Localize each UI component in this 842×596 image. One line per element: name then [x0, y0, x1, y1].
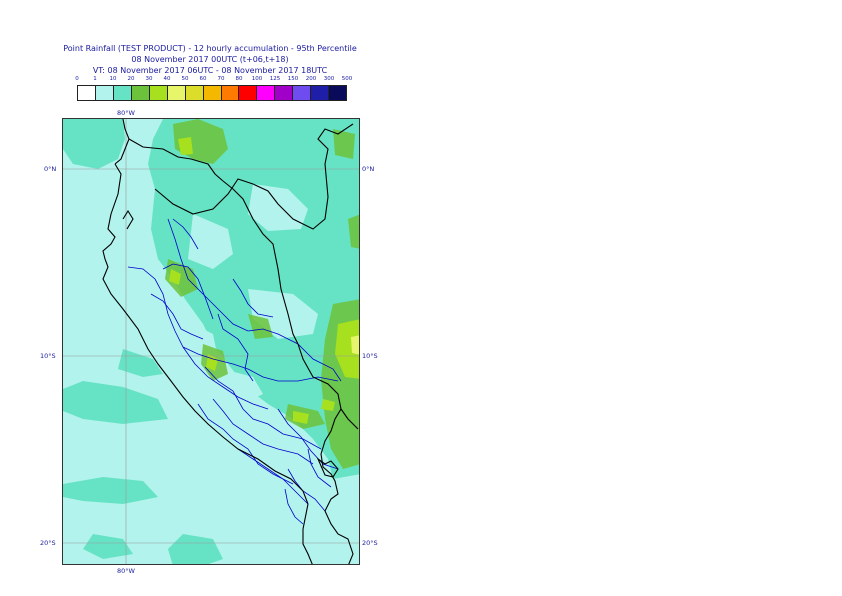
- legend-label-10: 10: [109, 76, 117, 82]
- rainfall-field-heavy: [169, 137, 359, 424]
- legend-swatch-11: [275, 86, 294, 100]
- legend-label-150: 150: [287, 76, 299, 82]
- lat-label-20-right: 20°S: [362, 539, 378, 547]
- legend-label-70: 70: [217, 76, 225, 82]
- legend-label-20: 20: [127, 76, 135, 82]
- lat-label-10-left: 10°S: [40, 352, 56, 360]
- map-run-time: 08 November 2017 00UTC (t+06,t+18): [131, 55, 289, 64]
- legend-threshold-labels: 0 1 10 20 30 40 50 60 70 80 100 125 150 200 300 500: [75, 76, 352, 85]
- legend-swatch-8: [221, 86, 240, 100]
- lat-label-0-left: 0°N: [44, 165, 57, 173]
- country-borders: [102, 119, 359, 564]
- legend-label-100: 100: [251, 76, 263, 82]
- legend-swatch-9: [239, 86, 258, 100]
- legend-label-50: 50: [181, 76, 189, 82]
- map-canvas: [63, 119, 359, 564]
- lon-label-bottom: 80°W: [117, 567, 135, 575]
- lat-label-0-right: 0°N: [362, 165, 375, 173]
- lat-label-10-right: 10°S: [362, 352, 378, 360]
- legend-label-60: 60: [199, 76, 207, 82]
- legend-label-0: 0: [75, 76, 79, 82]
- legend-swatch-14: [329, 86, 347, 100]
- legend-swatch-6: [185, 86, 204, 100]
- rainfall-legend: 0 1 10 20 30 40 50 60 70 80 100 125 150 200 300 500: [75, 76, 352, 102]
- region-borders: [127, 218, 342, 525]
- legend-swatch-7: [203, 86, 222, 100]
- rainfall-field-sea-patches: [175, 184, 318, 404]
- rainfall-field-very-heavy: [351, 335, 359, 355]
- legend-swatch-4: [149, 86, 168, 100]
- legend-swatch-5: [167, 86, 186, 100]
- legend-label-40: 40: [163, 76, 171, 82]
- map-valid-time: VT: 08 November 2017 06UTC - 08 November…: [92, 66, 328, 75]
- legend-swatch-13: [311, 86, 330, 100]
- legend-label-30: 30: [145, 76, 153, 82]
- legend-swatch-0: [78, 86, 96, 100]
- legend-swatch-12: [293, 86, 312, 100]
- rainfall-map: [62, 118, 360, 565]
- lon-label-top: 80°W: [117, 109, 135, 117]
- legend-swatch-3: [131, 86, 150, 100]
- legend-label-80: 80: [235, 76, 243, 82]
- legend-label-1: 1: [93, 76, 97, 82]
- legend-label-200: 200: [305, 76, 317, 82]
- lat-label-20-left: 20°S: [40, 539, 56, 547]
- legend-label-125: 125: [269, 76, 281, 82]
- legend-label-500: 500: [341, 76, 353, 82]
- legend-label-300: 300: [323, 76, 335, 82]
- legend-swatch-2: [113, 86, 132, 100]
- legend-swatch-10: [257, 86, 276, 100]
- legend-swatch-1: [95, 86, 114, 100]
- legend-color-bar: [77, 85, 347, 101]
- graticule: [63, 119, 359, 564]
- map-title: Point Rainfall (TEST PRODUCT) - 12 hourl…: [63, 44, 357, 53]
